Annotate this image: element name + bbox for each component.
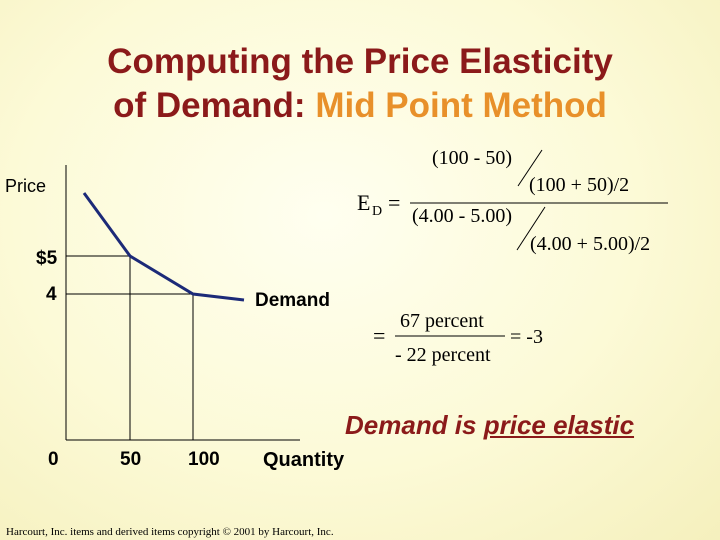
title-line-2-accent: Mid Point Method — [315, 86, 607, 125]
title-line-2: of Demand: Mid Point Method — [0, 84, 720, 128]
formula-numerator-top: (100 - 50) — [432, 147, 512, 169]
result-value: = -3 — [510, 326, 543, 348]
denominator-slash — [516, 206, 546, 251]
price-tick-4: 4 — [46, 284, 57, 305]
copyright-footer: Harcourt, Inc. items and derived items c… — [6, 526, 334, 538]
formula-equals: = — [388, 190, 400, 215]
quantity-tick-50: 50 — [120, 449, 142, 470]
slide-title: Computing the Price Elasticity of Demand… — [0, 40, 720, 128]
x-axis-label: Quantity — [263, 449, 345, 471]
y-axis-label: Price — [5, 176, 47, 196]
title-line-1: Computing the Price Elasticity — [107, 42, 613, 81]
result-numerator: 67 percent — [400, 310, 484, 332]
quantity-tick-100: 100 — [188, 449, 220, 470]
formula-lhs-main: E — [357, 190, 370, 215]
formula-denominator-top: (4.00 - 5.00) — [412, 205, 512, 227]
elasticity-formula: E D = (100 - 50) (100 + 50)/2 (4.00 - 5.… — [357, 147, 668, 255]
price-tick-5: $5 — [36, 248, 58, 269]
demand-curve — [82, 192, 245, 302]
title-line-2-prefix: of Demand: — [113, 86, 316, 125]
result-equals: = — [373, 323, 385, 348]
formula-lhs-sub: D — [372, 204, 382, 219]
formula-denominator-bottom: (4.00 + 5.00)/2 — [530, 233, 650, 255]
elasticity-conclusion: Demand is price elastic — [345, 410, 634, 441]
demand-curve-label: Demand — [255, 290, 330, 311]
conclusion-emphasis: price elastic — [483, 410, 635, 440]
conclusion-prefix: Demand is — [345, 410, 484, 440]
quantity-tick-0: 0 — [48, 449, 59, 470]
formula-numerator-bottom: (100 + 50)/2 — [529, 174, 629, 196]
result-denominator: - 22 percent — [395, 344, 491, 366]
numerator-slash — [517, 149, 543, 187]
elasticity-result: = 67 percent - 22 percent = -3 — [373, 310, 543, 366]
